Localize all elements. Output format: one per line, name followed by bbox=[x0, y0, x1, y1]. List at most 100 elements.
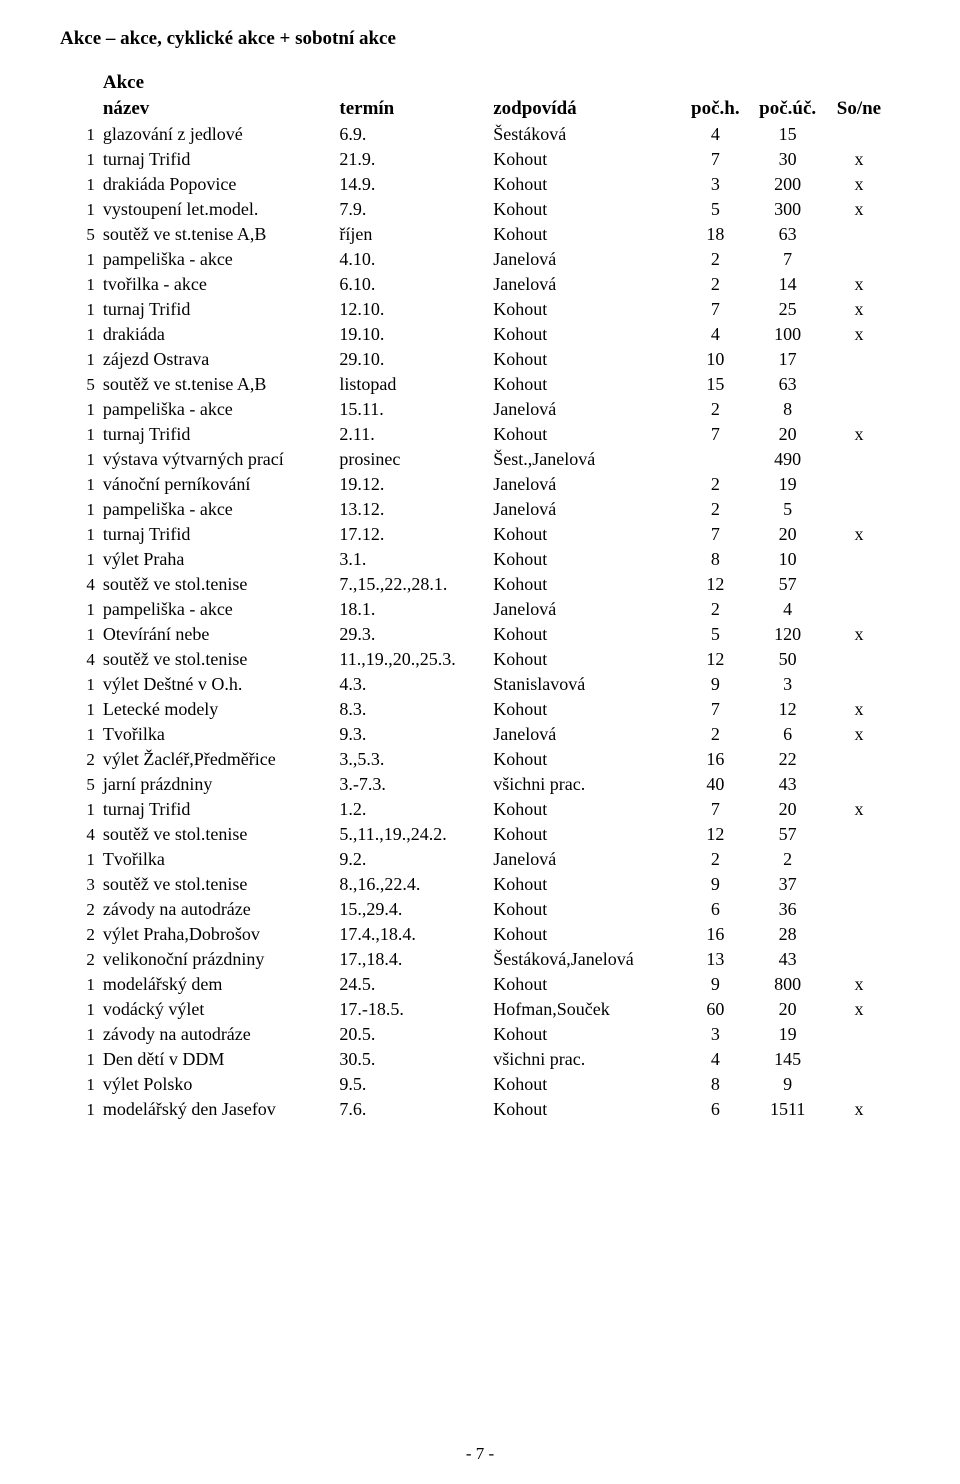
cell-index: 2 bbox=[60, 947, 99, 972]
table-row: 5soutěž ve st.tenise A,BlistopadKohout15… bbox=[60, 372, 892, 397]
cell-name: pampeliška - akce bbox=[99, 247, 336, 272]
cell-h: 7 bbox=[681, 522, 749, 547]
cell-index: 1 bbox=[60, 397, 99, 422]
cell-resp: Janelová bbox=[489, 247, 681, 272]
cell-term: 12.10. bbox=[335, 297, 489, 322]
cell-sone bbox=[826, 947, 892, 972]
cell-index: 1 bbox=[60, 147, 99, 172]
table-row: 1drakiáda Popovice14.9.Kohout3200x bbox=[60, 172, 892, 197]
table-row: 2závody na autodráze15.,29.4.Kohout636 bbox=[60, 897, 892, 922]
table-row: 1drakiáda19.10.Kohout4100x bbox=[60, 322, 892, 347]
cell-index: 1 bbox=[60, 1022, 99, 1047]
cell-name: zájezd Ostrava bbox=[99, 347, 336, 372]
cell-sone: x bbox=[826, 197, 892, 222]
cell-sone bbox=[826, 922, 892, 947]
cell-sone bbox=[826, 772, 892, 797]
cell-sone bbox=[826, 472, 892, 497]
cell-index: 1 bbox=[60, 322, 99, 347]
cell-term: 2.11. bbox=[335, 422, 489, 447]
cell-sone: x bbox=[826, 322, 892, 347]
cell-index: 1 bbox=[60, 622, 99, 647]
cell-index: 1 bbox=[60, 197, 99, 222]
cell-term: 8.3. bbox=[335, 697, 489, 722]
cell-sone: x bbox=[826, 972, 892, 997]
cell-h: 40 bbox=[681, 772, 749, 797]
subheader: Akce bbox=[99, 70, 336, 96]
cell-sone bbox=[826, 1047, 892, 1072]
cell-term: 7.,15.,22.,28.1. bbox=[335, 572, 489, 597]
cell-h: 2 bbox=[681, 397, 749, 422]
cell-name: Tvořilka bbox=[99, 847, 336, 872]
cell-name: vystoupení let.model. bbox=[99, 197, 336, 222]
cell-h: 12 bbox=[681, 822, 749, 847]
cell-term: 24.5. bbox=[335, 972, 489, 997]
table-row: 1Letecké modely8.3.Kohout712x bbox=[60, 697, 892, 722]
table-row: 1turnaj Trifid21.9.Kohout730x bbox=[60, 147, 892, 172]
cell-index: 1 bbox=[60, 497, 99, 522]
cell-h: 6 bbox=[681, 897, 749, 922]
cell-h: 3 bbox=[681, 1022, 749, 1047]
table-row: 4soutěž ve stol.tenise11.,19.,20.,25.3.K… bbox=[60, 647, 892, 672]
table-row: 1výlet Deštné v O.h.4.3.Stanislavová93 bbox=[60, 672, 892, 697]
cell-name: výlet Praha,Dobrošov bbox=[99, 922, 336, 947]
cell-sone: x bbox=[826, 272, 892, 297]
cell-sone bbox=[826, 547, 892, 572]
cell-sone bbox=[826, 872, 892, 897]
cell-index: 1 bbox=[60, 247, 99, 272]
cell-term: 13.12. bbox=[335, 497, 489, 522]
table-subheader-row: Akce bbox=[60, 70, 892, 96]
cell-term: 5.,11.,19.,24.2. bbox=[335, 822, 489, 847]
cell-uc: 30 bbox=[749, 147, 825, 172]
cell-name: turnaj Trifid bbox=[99, 297, 336, 322]
cell-h: 2 bbox=[681, 497, 749, 522]
cell-name: turnaj Trifid bbox=[99, 422, 336, 447]
col-uc: poč.úč. bbox=[749, 96, 825, 122]
document-page: Akce – akce, cyklické akce + sobotní akc… bbox=[0, 0, 960, 1484]
cell-sone: x bbox=[826, 422, 892, 447]
cell-uc: 43 bbox=[749, 772, 825, 797]
cell-index: 1 bbox=[60, 672, 99, 697]
cell-name: soutěž ve stol.tenise bbox=[99, 572, 336, 597]
cell-term: 30.5. bbox=[335, 1047, 489, 1072]
cell-resp: Kohout bbox=[489, 872, 681, 897]
cell-uc: 63 bbox=[749, 372, 825, 397]
cell-uc: 3 bbox=[749, 672, 825, 697]
cell-term: 6.10. bbox=[335, 272, 489, 297]
cell-name: výstava výtvarných prací bbox=[99, 447, 336, 472]
cell-term: 3.-7.3. bbox=[335, 772, 489, 797]
cell-resp: Kohout bbox=[489, 322, 681, 347]
cell-uc: 20 bbox=[749, 422, 825, 447]
cell-resp: Janelová bbox=[489, 472, 681, 497]
cell-index: 2 bbox=[60, 747, 99, 772]
cell-resp: Kohout bbox=[489, 547, 681, 572]
cell-uc: 50 bbox=[749, 647, 825, 672]
table-row: 1vystoupení let.model.7.9.Kohout5300x bbox=[60, 197, 892, 222]
table-row: 1Den dětí v DDM30.5.všichni prac.4145 bbox=[60, 1047, 892, 1072]
cell-uc: 28 bbox=[749, 922, 825, 947]
page-title: Akce – akce, cyklické akce + sobotní akc… bbox=[60, 28, 892, 50]
cell-resp: Janelová bbox=[489, 272, 681, 297]
cell-resp: Kohout bbox=[489, 147, 681, 172]
cell-sone bbox=[826, 897, 892, 922]
cell-uc: 490 bbox=[749, 447, 825, 472]
cell-resp: Kohout bbox=[489, 372, 681, 397]
cell-h: 4 bbox=[681, 1047, 749, 1072]
cell-h bbox=[681, 447, 749, 472]
table-row: 5soutěž ve st.tenise A,BříjenKohout1863 bbox=[60, 222, 892, 247]
cell-index: 1 bbox=[60, 1072, 99, 1097]
cell-sone bbox=[826, 572, 892, 597]
cell-h: 12 bbox=[681, 647, 749, 672]
cell-uc: 9 bbox=[749, 1072, 825, 1097]
cell-sone: x bbox=[826, 1097, 892, 1122]
cell-term: 18.1. bbox=[335, 597, 489, 622]
table-row: 2výlet Žacléř,Předměřice3.,5.3.Kohout162… bbox=[60, 747, 892, 772]
events-table: Akce název termín zodpovídá poč.h. poč.ú… bbox=[60, 70, 892, 1122]
page-number: - 7 - bbox=[0, 1444, 960, 1464]
cell-sone bbox=[826, 447, 892, 472]
table-row: 1pampeliška - akce15.11.Janelová28 bbox=[60, 397, 892, 422]
cell-resp: Janelová bbox=[489, 722, 681, 747]
table-row: 1pampeliška - akce4.10.Janelová27 bbox=[60, 247, 892, 272]
cell-uc: 19 bbox=[749, 1022, 825, 1047]
cell-index: 1 bbox=[60, 972, 99, 997]
cell-index: 1 bbox=[60, 272, 99, 297]
